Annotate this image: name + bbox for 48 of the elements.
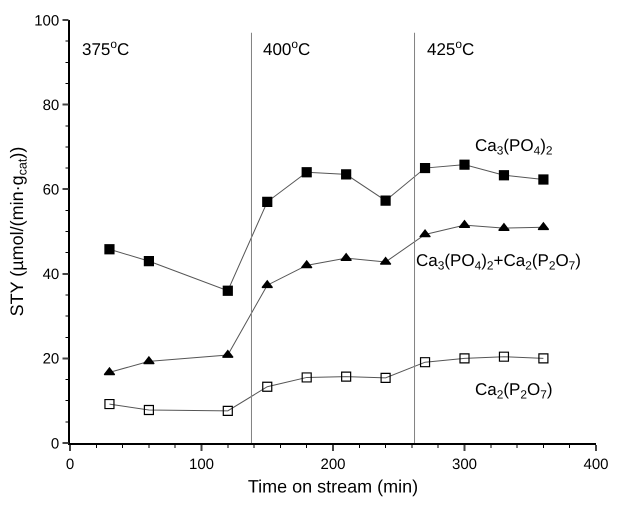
point: [538, 222, 550, 230]
point: [143, 356, 155, 364]
point: [302, 372, 312, 383]
y-tick-label: 80: [42, 96, 60, 114]
x-tick-label: 200: [320, 456, 346, 473]
point: [498, 170, 510, 180]
point: [302, 167, 312, 178]
point: [459, 353, 470, 364]
annotation: 400$^{o}$C: [263, 37, 310, 60]
point: [380, 372, 391, 383]
text: Ca$_{3}$(PO$_{4}$)$_{2}$+Ca$_{2}$(P$_{2}$O$_{7}$): [416, 251, 581, 273]
point: [458, 220, 470, 228]
series-label: Ca$_{2}$(P$_{2}$O$_{7}$): [475, 380, 553, 402]
point: [222, 406, 233, 416]
point: [498, 352, 510, 362]
point: [104, 244, 115, 254]
x-tick-label: 300: [452, 456, 478, 473]
point: [144, 256, 154, 266]
y-tick-label: 60: [42, 181, 60, 198]
annotation: 375$^{o}$C: [82, 37, 130, 60]
annotation: 425$^{o}$C: [427, 37, 474, 60]
point: [420, 162, 430, 174]
point: [419, 229, 431, 238]
point: [538, 353, 548, 364]
point: [459, 160, 470, 170]
point: [222, 350, 234, 358]
y-tick-label: 20: [42, 350, 60, 368]
point: [341, 169, 352, 180]
x-tick-label: 100: [188, 456, 214, 473]
point: [380, 256, 392, 265]
point: [380, 196, 391, 206]
point: [222, 286, 233, 296]
point: [341, 371, 352, 382]
x-tick-label: 400: [583, 456, 609, 473]
y-tick-label: 100: [34, 12, 60, 30]
series-label: Ca$_{3}$(PO$_{4}$)$_{2}$: [475, 136, 553, 158]
y-tick-label: 40: [42, 266, 60, 284]
point: [262, 382, 272, 392]
point: [262, 196, 272, 207]
point: [144, 404, 154, 416]
point: [104, 398, 115, 410]
point: [300, 260, 312, 268]
y-tick-label: 0: [50, 435, 60, 452]
x-axis-title: Time on stream (min): [248, 476, 418, 496]
point: [104, 367, 116, 376]
point: [420, 357, 430, 368]
point: [538, 174, 548, 185]
x-tick-label: 0: [66, 456, 74, 473]
